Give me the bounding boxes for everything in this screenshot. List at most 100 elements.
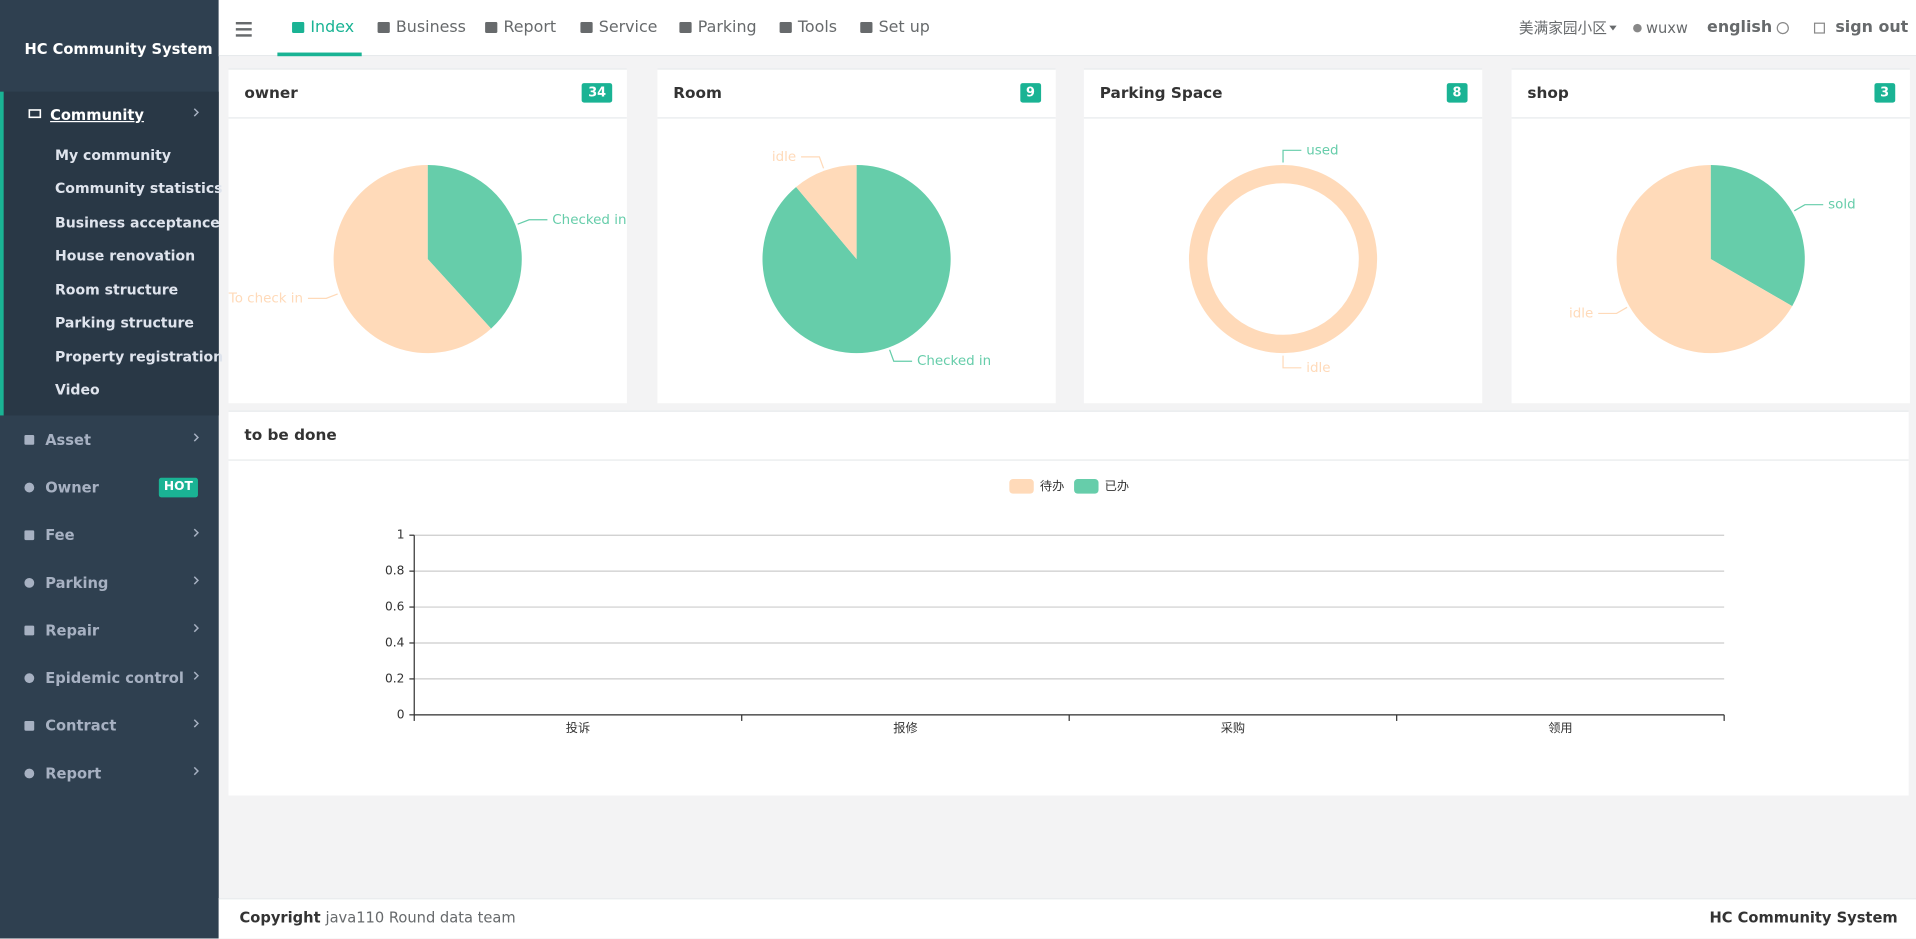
nav-icon [485,21,498,33]
sidebar-active-section [0,91,219,416]
language-switch[interactable]: english [1707,18,1773,37]
top-navbar [218,0,1916,57]
menu-item[interactable]: Fee [45,526,75,544]
card-header-line [1511,117,1910,119]
y-tick-label: 0.6 [385,600,404,614]
x-tick-label: 报修 [893,720,917,735]
nav-icon [860,21,873,33]
help-icon [1776,21,1789,35]
card-title: Room [673,83,722,102]
menu-item[interactable]: Owner [45,479,99,497]
menu-icon [24,435,35,445]
nav-link[interactable]: Service [598,18,658,37]
menu-item[interactable]: Contract [45,717,117,735]
menu-item[interactable]: Parking [45,574,109,592]
footer-brand: HC Community System [1709,909,1898,927]
card-title: owner [244,83,298,102]
signout-icon [1813,22,1825,34]
submenu-item[interactable]: Business acceptance [54,213,220,231]
legend-swatch [1009,479,1034,494]
card-title: Parking Space [1099,83,1223,102]
slice-label: idle [772,150,796,165]
nav-icon [779,21,792,33]
pie-slice [333,164,492,354]
footer-copyright: Copyright [239,909,321,927]
nav-link[interactable]: Tools [797,18,838,37]
chevron-icon [193,433,199,442]
submenu-item[interactable]: Community statistics [54,180,223,198]
x-tick-label: 采购 [1221,720,1245,735]
slice-label: idle [1306,361,1330,376]
nav-link[interactable]: Report [503,18,557,37]
card-count-badge: 9 [1019,83,1042,103]
pie-slice [1710,164,1805,307]
pie-slice [796,164,857,260]
submenu-item[interactable]: My community [54,146,171,164]
pie-slice [762,164,951,354]
nav-link[interactable]: Set up [878,18,930,37]
y-tick-label: 1 [397,528,405,542]
menu-toggle-icon [235,34,252,37]
slice-label: used [1306,143,1338,158]
menu-item[interactable]: Asset [45,431,91,449]
card-header-line [228,117,627,119]
menu-toggle-icon [235,28,252,31]
chevron-icon [193,108,199,117]
nav-link[interactable]: Parking [697,18,757,37]
legend-label: 待办 [1040,478,1064,493]
card-count-badge: 8 [1446,83,1468,103]
label-leader [1282,355,1302,369]
menu-item[interactable]: Community [50,106,144,124]
caret-icon [1609,25,1617,31]
user-icon [1633,23,1642,33]
nav-icon [580,21,593,33]
chevron-icon [193,528,199,537]
nav-icon [377,21,390,33]
slice-label: Checked in [917,354,991,369]
menu-icon [24,673,35,684]
community-select[interactable]: 美满家园小区 [1518,19,1607,37]
footer-team: java110 Round data team [325,909,516,927]
submenu-item[interactable]: Property registration [54,347,224,365]
user-name[interactable]: wuxw [1645,19,1688,37]
chevron-icon [193,719,199,728]
menu-icon [24,625,35,636]
submenu-item[interactable]: House renovation [54,247,196,265]
card-header-line [1083,117,1483,119]
pie-slice [1616,164,1793,354]
nav-icon [679,21,692,33]
menu-item[interactable]: Report [45,764,102,783]
slice-label: sold [1828,198,1856,213]
x-tick-label: 投诉 [566,720,590,735]
sign-out[interactable]: sign out [1835,18,1909,37]
nav-icon [292,21,305,33]
footer-left: Copyright java110 Round data team [240,908,516,928]
label-leader [801,156,825,169]
pie-slice [427,164,522,329]
label-leader [889,349,913,362]
label-leader [1598,306,1628,315]
nav-link[interactable]: Business [395,18,466,37]
footer [218,898,1916,939]
menu-item[interactable]: Repair [45,621,100,640]
submenu-item[interactable]: Parking structure [54,314,194,332]
chevron-icon [193,671,199,680]
menu-toggle-icon [235,21,252,25]
donut-slice [1188,164,1378,354]
slice-label: Checked in [552,213,626,228]
menu-item[interactable]: Epidemic control [45,669,184,687]
x-tick-label: 领用 [1548,721,1572,735]
menu-badge: HOT [158,477,198,498]
label-leader [307,293,338,299]
legend-label: 已办 [1105,478,1129,493]
nav-link[interactable]: Index [310,18,355,37]
label-leader [517,219,548,225]
card-count-badge: 3 [1874,83,1896,103]
card-count-badge: 34 [582,83,613,103]
card-title: to be done [244,425,337,444]
submenu-item[interactable]: Video [54,381,100,399]
chevron-icon [193,623,199,633]
submenu-item[interactable]: Room structure [54,280,179,298]
